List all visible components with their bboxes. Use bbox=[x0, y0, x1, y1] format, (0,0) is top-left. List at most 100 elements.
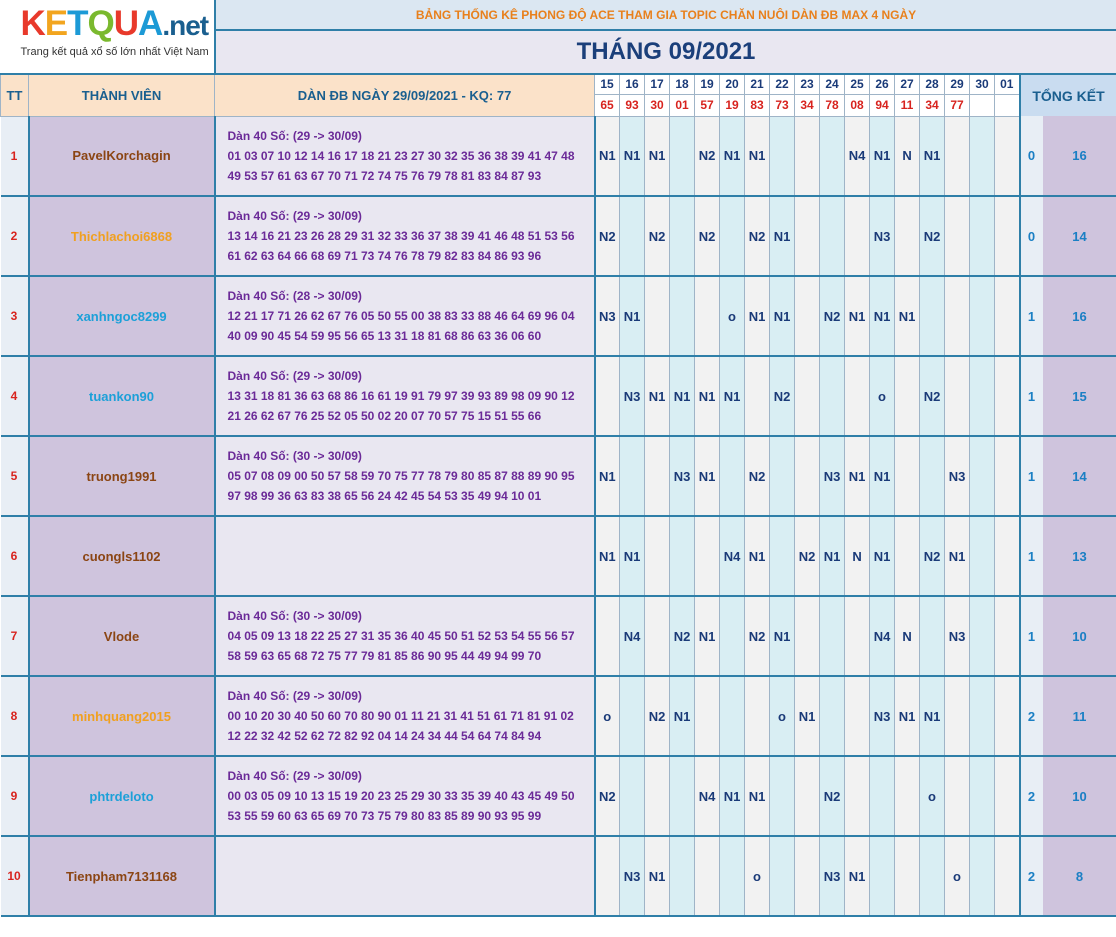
day-cell bbox=[669, 276, 696, 357]
day-cell bbox=[969, 116, 996, 197]
row-number: 2 bbox=[0, 196, 30, 277]
row-number: 1 bbox=[0, 116, 30, 197]
dan-numbers: Dàn 40 Số: (30 -> 30/09) 04 05 09 13 18 2… bbox=[214, 596, 596, 677]
row-number: 9 bbox=[0, 756, 30, 837]
day-cell: N1 bbox=[894, 276, 921, 357]
day-header: 22 bbox=[769, 73, 796, 95]
row-number: 7 bbox=[0, 596, 30, 677]
member-name[interactable]: Thichlachoi6868 bbox=[28, 196, 216, 277]
member-name[interactable]: phtrdeloto bbox=[28, 756, 216, 837]
wins-count: 1 bbox=[1018, 596, 1043, 677]
day-cell bbox=[694, 676, 721, 757]
table-row: 5 truong1991 Dàn 40 Số: (30 -> 30/09) 05 07… bbox=[0, 436, 1116, 517]
member-name[interactable]: cuongls1102 bbox=[28, 516, 216, 597]
wins-count: 0 bbox=[1018, 196, 1043, 277]
day-cell: o bbox=[744, 836, 771, 917]
day-header: 27 bbox=[894, 73, 921, 95]
ketqua-logo: KETQUA.net bbox=[20, 4, 210, 43]
table-row: 4 tuankon90 Dàn 40 Số: (29 -> 30/09) 13 31 … bbox=[0, 356, 1116, 437]
dan-numbers bbox=[214, 516, 596, 597]
day-cell bbox=[969, 436, 996, 517]
dan-numbers: Dàn 40 Số: (29 -> 30/09) 13 14 16 21 23 2… bbox=[214, 196, 596, 277]
day-header: 29 bbox=[944, 73, 971, 95]
day-cell: N1 bbox=[719, 356, 746, 437]
dan-number-line: 00 03 05 09 10 13 15 19 20 23 25 29 30 3… bbox=[227, 789, 575, 803]
day-cell: o bbox=[719, 276, 746, 357]
day-cell: N1 bbox=[694, 356, 721, 437]
day-result: 65 bbox=[594, 93, 621, 117]
day-cell bbox=[794, 756, 821, 837]
day-cell: N4 bbox=[719, 516, 746, 597]
day-cell bbox=[944, 116, 971, 197]
day-cell bbox=[969, 276, 996, 357]
wins-count: 1 bbox=[1018, 516, 1043, 597]
day-cell: N bbox=[894, 116, 921, 197]
member-name[interactable]: xanhngoc8299 bbox=[28, 276, 216, 357]
day-cell: N1 bbox=[769, 276, 796, 357]
day-cell bbox=[894, 436, 921, 517]
total-count: 16 bbox=[1042, 116, 1116, 197]
total-count: 11 bbox=[1042, 676, 1116, 757]
day-cell bbox=[669, 196, 696, 277]
day-cell: N1 bbox=[894, 676, 921, 757]
day-cell bbox=[644, 436, 671, 517]
logo[interactable]: KETQUA.net Trang kết quả xổ số lớn nhất … bbox=[0, 0, 216, 75]
day-result: 30 bbox=[644, 93, 671, 117]
total-count: 14 bbox=[1042, 196, 1116, 277]
day-cell: N1 bbox=[669, 356, 696, 437]
day-result: 57 bbox=[694, 93, 721, 117]
member-name[interactable]: Tienpham7131168 bbox=[28, 836, 216, 917]
day-cell: N3 bbox=[869, 676, 896, 757]
day-cell bbox=[619, 676, 646, 757]
wins-count: 2 bbox=[1018, 756, 1043, 837]
day-cell: N1 bbox=[669, 676, 696, 757]
dan-number-line: 40 09 90 45 54 59 95 56 65 13 31 18 81 6… bbox=[227, 329, 542, 343]
member-name[interactable]: Vlode bbox=[28, 596, 216, 677]
day-cell: N2 bbox=[594, 196, 621, 277]
day-cell bbox=[719, 436, 746, 517]
member-name[interactable]: PavelKorchagin bbox=[28, 116, 216, 197]
day-header: 28 bbox=[919, 73, 946, 95]
day-cell: N1 bbox=[719, 756, 746, 837]
day-cell: N1 bbox=[744, 516, 771, 597]
day-cell bbox=[694, 276, 721, 357]
day-cell: N1 bbox=[919, 116, 946, 197]
day-cell bbox=[644, 596, 671, 677]
dan-numbers: Dàn 40 Số: (29 -> 30/09) 01 03 07 10 12 1… bbox=[214, 116, 596, 197]
day-cell bbox=[969, 516, 996, 597]
day-cell bbox=[769, 756, 796, 837]
day-cell bbox=[994, 436, 1021, 517]
member-name[interactable]: truong1991 bbox=[28, 436, 216, 517]
day-cell: N3 bbox=[619, 356, 646, 437]
member-name[interactable]: tuankon90 bbox=[28, 356, 216, 437]
day-cell: N2 bbox=[819, 276, 846, 357]
day-cell: N1 bbox=[619, 116, 646, 197]
day-cell bbox=[994, 836, 1021, 917]
day-cell: N1 bbox=[794, 676, 821, 757]
wins-count: 1 bbox=[1018, 356, 1043, 437]
dan-heading: Dàn 40 Số: (29 -> 30/09) bbox=[227, 209, 362, 223]
day-header: 01 bbox=[994, 73, 1021, 95]
day-cell bbox=[919, 276, 946, 357]
day-cell bbox=[894, 196, 921, 277]
day-cell: N2 bbox=[919, 356, 946, 437]
day-cell: N3 bbox=[619, 836, 646, 917]
stats-table: KETQUA.net Trang kết quả xổ số lớn nhất … bbox=[0, 0, 1116, 917]
wins-count: 1 bbox=[1018, 276, 1043, 357]
day-cell bbox=[819, 196, 846, 277]
table-title: BẢNG THỐNG KÊ PHONG ĐỘ ACE THAM GIA TOPI… bbox=[214, 0, 1116, 31]
day-cell bbox=[994, 116, 1021, 197]
row-number: 10 bbox=[0, 836, 30, 917]
dan-numbers: Dàn 40 Số: (29 -> 30/09) 00 10 20 30 40 5… bbox=[214, 676, 596, 757]
day-cell: N1 bbox=[644, 116, 671, 197]
day-cell bbox=[794, 596, 821, 677]
dan-heading: Dàn 40 Số: (29 -> 30/09) bbox=[227, 689, 362, 703]
member-name[interactable]: minhquang2015 bbox=[28, 676, 216, 757]
row-number: 3 bbox=[0, 276, 30, 357]
day-cell: N2 bbox=[819, 756, 846, 837]
dan-number-line: 12 22 32 42 52 62 72 82 92 04 14 24 34 4… bbox=[227, 729, 542, 743]
day-cell bbox=[669, 836, 696, 917]
day-header: 25 bbox=[844, 73, 871, 95]
day-cell bbox=[594, 596, 621, 677]
day-cell bbox=[869, 756, 896, 837]
